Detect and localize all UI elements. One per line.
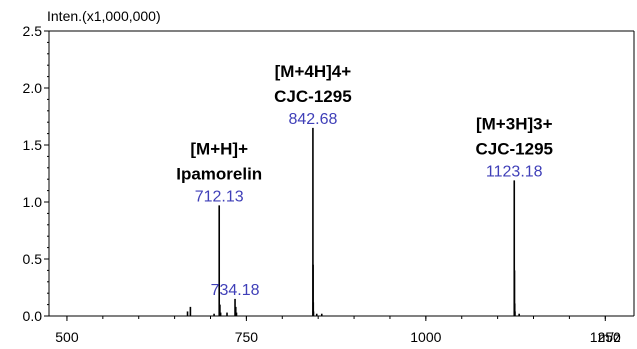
x-tick-label: 500	[55, 329, 79, 345]
ion-annotation-line: [M+H]+	[190, 139, 248, 158]
peak-mz-label: 1123.18	[486, 163, 543, 180]
ion-annotations: [M+H]+ Ipamorelin [M+4H]4+ CJC-1295 [M+3H]3+…	[176, 62, 553, 184]
ion-annotation-line: [M+3H]3+	[476, 114, 553, 133]
ion-annotation-line: CJC-1295	[476, 139, 554, 158]
ion-annotation-line: [M+4H]4+	[275, 62, 352, 81]
y-tick-label: 2.0	[23, 80, 43, 96]
peak-mz-label: 842.68	[288, 111, 337, 128]
y-tick-label: 2.5	[23, 23, 43, 39]
peak-mz-label: 734.18	[211, 282, 260, 299]
x-tick-label: 1000	[410, 329, 441, 345]
y-axis-label: Inten.(x1,000,000)	[47, 8, 161, 24]
x-tick-label: 750	[235, 329, 259, 345]
x-axis-label: m/z	[598, 329, 621, 345]
ion-annotation-line: CJC-1295	[274, 87, 352, 106]
x-tick-label: 1250	[590, 329, 621, 345]
y-tick-label: 1.0	[23, 194, 43, 210]
y-tick-label: 1.5	[23, 137, 43, 153]
x-axis-ticks: 500 750 1000 1250	[55, 316, 621, 345]
y-tick-label: 0.5	[23, 251, 43, 267]
peak-mz-label: 712.13	[195, 188, 244, 205]
peak-mz-labels: 712.13 734.18 842.68 1123.18	[195, 111, 543, 299]
ion-annotation-line: Ipamorelin	[176, 164, 262, 183]
y-tick-label: 0.0	[23, 308, 43, 324]
y-axis-ticks: 0.0 0.5 1.0 1.5 2.0 2.5	[23, 23, 49, 324]
spectrum-peaks	[186, 127, 520, 316]
